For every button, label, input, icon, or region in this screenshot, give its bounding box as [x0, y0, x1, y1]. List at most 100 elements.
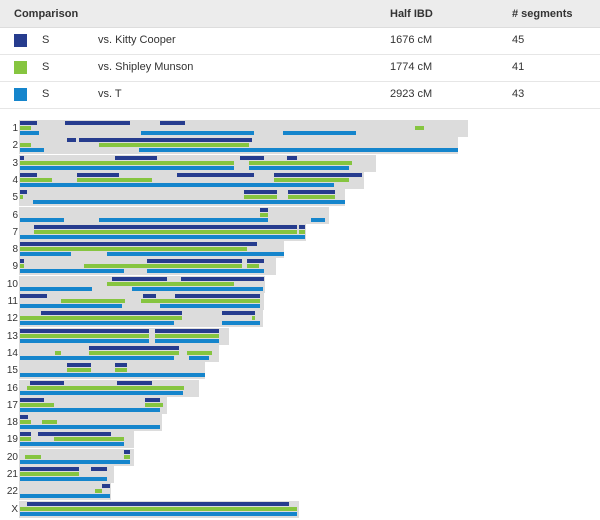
ibd-segment[interactable] [38, 432, 111, 437]
ibd-segment[interactable] [20, 511, 297, 516]
ibd-segment[interactable] [55, 350, 61, 355]
ibd-segment[interactable] [240, 155, 264, 160]
ibd-segment[interactable] [145, 397, 160, 402]
ibd-segment[interactable] [30, 380, 64, 385]
ibd-segment[interactable] [299, 229, 305, 234]
ibd-segment[interactable] [20, 338, 149, 343]
ibd-segment[interactable] [20, 328, 149, 333]
ibd-segment[interactable] [20, 397, 44, 402]
ibd-segment[interactable] [20, 477, 107, 481]
ibd-segment[interactable] [107, 281, 234, 286]
ibd-segment[interactable] [20, 437, 31, 442]
ibd-segment[interactable] [20, 355, 174, 360]
ibd-segment[interactable] [274, 177, 349, 182]
ibd-segment[interactable] [20, 143, 31, 148]
ibd-segment[interactable] [222, 311, 255, 316]
ibd-segment[interactable] [160, 304, 260, 308]
ibd-segment[interactable] [155, 338, 219, 343]
ibd-segment[interactable] [67, 138, 76, 143]
ibd-segment[interactable] [65, 121, 130, 125]
ibd-segment[interactable] [155, 328, 219, 333]
ibd-segment[interactable] [139, 148, 458, 153]
ibd-segment[interactable] [20, 252, 71, 257]
ibd-segment[interactable] [77, 172, 119, 177]
ibd-segment[interactable] [287, 155, 297, 160]
ibd-segment[interactable] [20, 321, 174, 326]
ibd-segment[interactable] [181, 276, 264, 281]
ibd-segment[interactable] [102, 484, 110, 489]
ibd-segment[interactable] [115, 368, 127, 373]
ibd-segment[interactable] [20, 390, 183, 395]
ibd-segment[interactable] [67, 363, 91, 368]
ibd-segment[interactable] [20, 195, 23, 200]
ibd-segment[interactable] [117, 380, 152, 385]
ibd-segment[interactable] [54, 437, 124, 442]
ibd-segment[interactable] [20, 177, 52, 182]
ibd-segment[interactable] [99, 217, 268, 222]
ibd-segment[interactable] [27, 385, 184, 390]
ibd-segment[interactable] [20, 333, 149, 338]
ibd-segment[interactable] [20, 160, 234, 165]
ibd-segment[interactable] [20, 259, 24, 264]
ibd-segment[interactable] [25, 454, 41, 459]
ibd-segment[interactable] [79, 138, 252, 143]
ibd-segment[interactable] [20, 415, 28, 420]
ibd-segment[interactable] [91, 467, 107, 471]
ibd-segment[interactable] [67, 368, 91, 373]
ibd-segment[interactable] [222, 321, 260, 326]
ibd-segment[interactable] [274, 172, 362, 177]
ibd-segment[interactable] [112, 276, 167, 281]
ibd-segment[interactable] [20, 304, 122, 308]
comparison-row[interactable]: S vs. Kitty Cooper 1676 cM 45 [0, 28, 600, 55]
ibd-segment[interactable] [147, 259, 242, 264]
ibd-segment[interactable] [20, 247, 247, 252]
ibd-segment[interactable] [249, 160, 352, 165]
ibd-segment[interactable] [20, 506, 297, 511]
ibd-segment[interactable] [20, 420, 31, 425]
ibd-segment[interactable] [249, 165, 349, 170]
ibd-segment[interactable] [124, 454, 130, 459]
ibd-segment[interactable] [20, 126, 31, 130]
ibd-segment[interactable] [20, 264, 24, 269]
ibd-segment[interactable] [27, 501, 289, 506]
ibd-segment[interactable] [260, 212, 268, 217]
ibd-segment[interactable] [189, 355, 209, 360]
ibd-segment[interactable] [95, 489, 102, 494]
ibd-segment[interactable] [20, 425, 160, 430]
ibd-segment[interactable] [20, 407, 160, 412]
ibd-segment[interactable] [147, 269, 264, 274]
ibd-segment[interactable] [115, 363, 127, 368]
comparison-row[interactable]: S vs. Shipley Munson 1774 cM 41 [0, 55, 600, 82]
ibd-segment[interactable] [77, 177, 152, 182]
ibd-segment[interactable] [115, 155, 157, 160]
ibd-segment[interactable] [20, 442, 124, 447]
ibd-segment[interactable] [20, 148, 44, 153]
ibd-segment[interactable] [177, 172, 254, 177]
ibd-segment[interactable] [20, 467, 79, 471]
ibd-segment[interactable] [20, 286, 92, 291]
ibd-segment[interactable] [20, 234, 305, 239]
ibd-segment[interactable] [132, 286, 263, 291]
ibd-segment[interactable] [33, 200, 345, 205]
ibd-segment[interactable] [141, 131, 254, 135]
ibd-segment[interactable] [299, 224, 305, 229]
ibd-segment[interactable] [252, 316, 255, 321]
ibd-segment[interactable] [247, 264, 259, 269]
ibd-segment[interactable] [20, 242, 257, 247]
ibd-segment[interactable] [89, 345, 179, 350]
ibd-segment[interactable] [244, 190, 277, 195]
ibd-segment[interactable] [42, 420, 57, 425]
ibd-segment[interactable] [260, 207, 268, 212]
ibd-segment[interactable] [141, 299, 260, 303]
ibd-segment[interactable] [84, 264, 242, 269]
comparison-column-header[interactable]: Comparison [14, 8, 79, 20]
ibd-segment[interactable] [20, 459, 130, 464]
ibd-segment[interactable] [20, 165, 234, 170]
segments-column-header[interactable]: # segments [512, 8, 573, 20]
ibd-segment[interactable] [247, 259, 264, 264]
ibd-segment[interactable] [20, 155, 24, 160]
ibd-segment[interactable] [160, 121, 185, 125]
ibd-segment[interactable] [143, 294, 156, 298]
ibd-segment[interactable] [20, 316, 182, 321]
ibd-segment[interactable] [288, 190, 335, 195]
